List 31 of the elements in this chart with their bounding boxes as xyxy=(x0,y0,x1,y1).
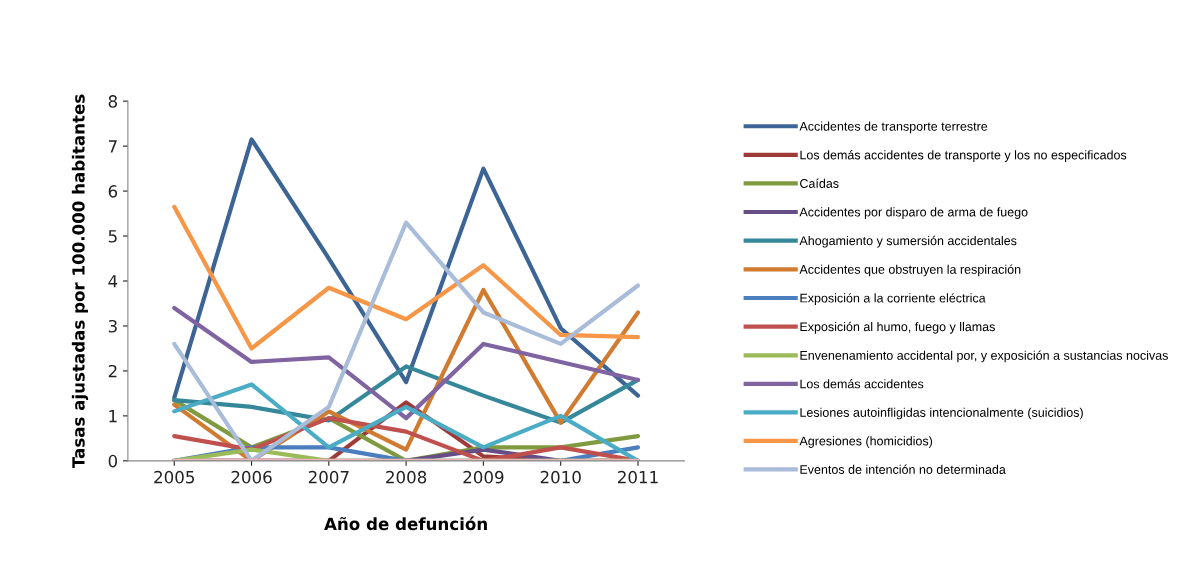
x-tick-label: 2011 xyxy=(617,470,658,484)
y-tick-label: 5 xyxy=(108,230,117,243)
legend-label: Eventos de intención no determinada xyxy=(800,464,1006,474)
legend-label: Envenenamiento accidental por, y exposición a sustancias nocivas xyxy=(800,350,1168,363)
y-tick-label: 1 xyxy=(109,410,117,423)
y-tick-label: 6 xyxy=(108,185,118,198)
x-tick-label: 2006 xyxy=(231,470,272,484)
legend-label: Accidentes por disparo de arma de fuego xyxy=(799,207,1028,219)
x-tick-label: 2010 xyxy=(540,470,581,484)
y-tick-label: 0 xyxy=(108,454,118,468)
legend-label: Exposición al humo, fuego y llamas xyxy=(800,321,995,334)
y-tick-label: 2 xyxy=(108,364,117,378)
y-tick-label: 7 xyxy=(108,140,117,153)
x-tick-label: 2007 xyxy=(308,470,349,484)
legend-label: Los demás accidentes xyxy=(800,379,924,389)
y-axis-title: Tasas ajustadas por 100.000 habitantes xyxy=(71,94,89,469)
legend-label: Caídas xyxy=(800,178,839,188)
x-tick-label: 2009 xyxy=(463,470,504,484)
legend-label: Accidentes que obstruyen la respiración xyxy=(799,264,1021,277)
x-tick-label: 2005 xyxy=(154,470,194,484)
y-tick-label: 3 xyxy=(108,319,117,333)
legend-label: Agresiones (homicidios) xyxy=(799,436,933,448)
legend-label: Ahogamiento y sumersión accidentales xyxy=(799,235,1017,248)
y-tick-label: 8 xyxy=(108,95,118,108)
y-tick-label: 4 xyxy=(108,275,118,288)
legend-label: Exposición a la corriente eléctrica xyxy=(800,293,986,305)
x-tick-label: 2008 xyxy=(386,470,427,484)
legend-label: Los demás accidentes de transporte y los no especificados xyxy=(800,150,1127,162)
legend-label: Lesiones autoinfligidas intencionalmente (suicidios) xyxy=(800,407,1083,420)
legend-label: Accidentes de transporte terrestre xyxy=(799,121,988,134)
x-axis-title: Año de defunción xyxy=(324,516,487,531)
